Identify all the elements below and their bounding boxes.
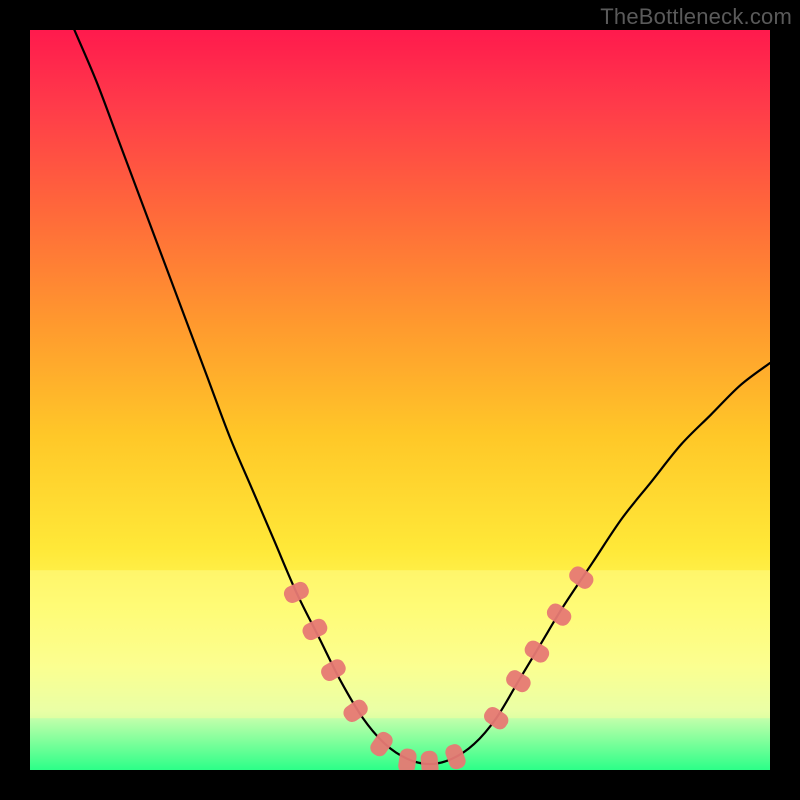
bottleneck-curve-chart	[30, 30, 770, 770]
watermark-text: TheBottleneck.com	[600, 4, 792, 30]
plot-area	[30, 30, 770, 770]
chart-frame: TheBottleneck.com	[0, 0, 800, 800]
highlight-band	[30, 570, 770, 718]
curve-marker	[421, 751, 439, 770]
